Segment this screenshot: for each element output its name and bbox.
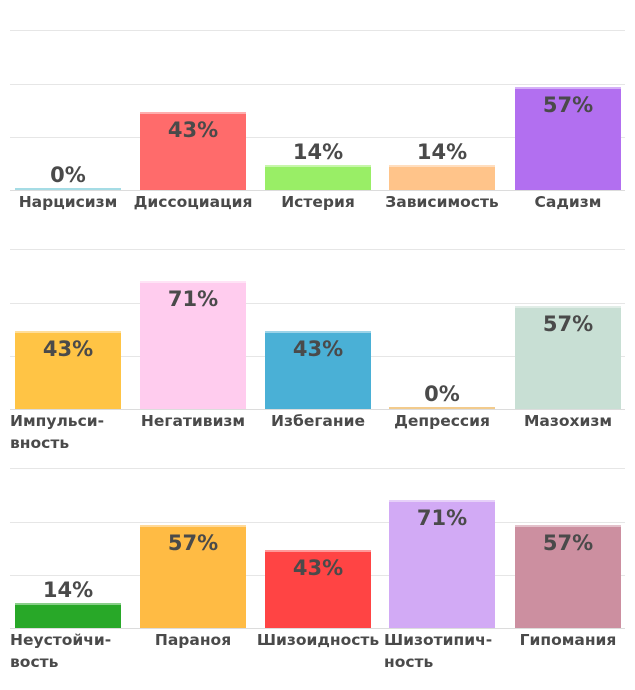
bar-highlight <box>265 550 371 552</box>
category-label: Гипомания <box>519 631 617 649</box>
gridline <box>10 30 625 31</box>
data-label: 57% <box>542 312 594 336</box>
bar-highlight <box>15 188 121 190</box>
bar-highlight <box>15 331 121 333</box>
gridline <box>10 468 625 469</box>
category-label: Импульси- вность <box>10 412 105 452</box>
category-label: Нарцисизм <box>18 193 118 211</box>
data-label: 14% <box>416 140 468 164</box>
category-label: Депрессия <box>394 412 490 430</box>
bar <box>140 525 246 628</box>
bar-highlight <box>515 525 621 527</box>
bar-highlight <box>265 165 371 167</box>
category-label: Мазохизм <box>523 412 613 430</box>
bar-highlight <box>389 407 495 409</box>
bar-highlight <box>140 112 246 114</box>
bar <box>265 165 371 190</box>
data-label: 43% <box>292 556 344 580</box>
bar <box>515 525 621 628</box>
gridline <box>10 522 625 523</box>
data-label: 43% <box>167 118 219 142</box>
bar <box>140 112 246 190</box>
bar <box>15 331 121 409</box>
category-label: Шизоидность <box>256 631 380 649</box>
gridline <box>10 137 625 138</box>
gridline <box>10 249 625 250</box>
baseline <box>10 409 625 410</box>
category-label: Неустойчи- вость <box>10 631 112 671</box>
bar <box>515 87 621 190</box>
category-label: Шизотипич- ность <box>384 631 493 671</box>
bar <box>15 188 121 190</box>
data-label: 57% <box>167 531 219 555</box>
data-label: 43% <box>42 337 94 361</box>
gridline <box>10 84 625 85</box>
data-label: 57% <box>542 531 594 555</box>
bar-highlight <box>515 306 621 308</box>
bar <box>15 603 121 628</box>
data-label: 0% <box>50 163 86 187</box>
category-label: Истерия <box>281 193 355 211</box>
bar-highlight <box>389 165 495 167</box>
bar-highlight <box>515 87 621 89</box>
bar <box>140 281 246 409</box>
data-label: 0% <box>424 382 460 406</box>
data-label: 71% <box>167 287 219 311</box>
data-label: 57% <box>542 93 594 117</box>
bar <box>265 550 371 628</box>
bar <box>389 500 495 628</box>
bar <box>265 331 371 409</box>
category-label: Избегание <box>271 412 365 430</box>
bar <box>389 407 495 409</box>
data-label: 14% <box>42 578 94 602</box>
bar <box>515 306 621 409</box>
category-label: Негативизм <box>140 412 246 430</box>
category-label: Зависимость <box>385 193 499 211</box>
bar <box>389 165 495 190</box>
bar-highlight <box>140 281 246 283</box>
bar-highlight <box>389 500 495 502</box>
bar-highlight <box>140 525 246 527</box>
data-label: 43% <box>292 337 344 361</box>
category-label: Параноя <box>154 631 232 649</box>
baseline <box>10 190 625 191</box>
gridline <box>10 303 625 304</box>
baseline <box>10 628 625 629</box>
data-label: 71% <box>416 506 468 530</box>
data-label: 14% <box>292 140 344 164</box>
category-label: Садизм <box>534 193 602 211</box>
bar-highlight <box>15 603 121 605</box>
category-label: Диссоциация <box>133 193 253 211</box>
bar-highlight <box>265 331 371 333</box>
